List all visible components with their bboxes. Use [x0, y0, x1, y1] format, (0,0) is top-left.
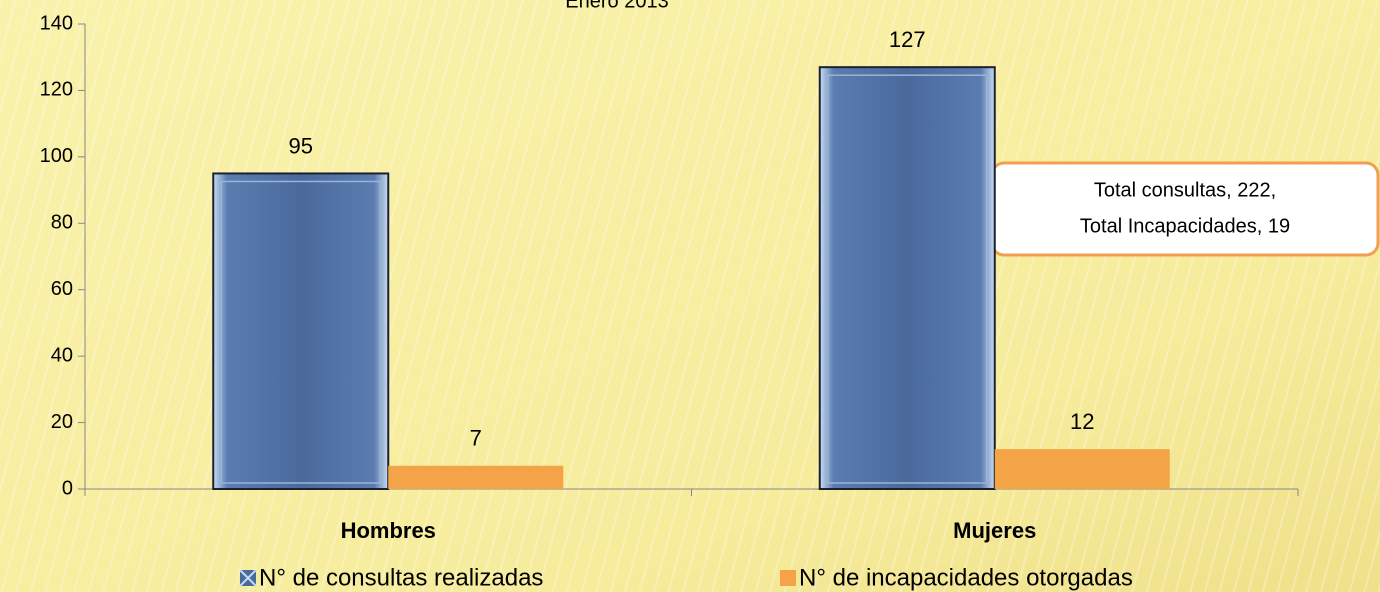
y-tick-label: 120 [40, 79, 73, 101]
annotation-frame [990, 161, 1380, 257]
annotation-text: Total consultas, 222, [1094, 179, 1276, 201]
legend-swatch [780, 570, 796, 586]
y-tick-label: 60 [51, 278, 73, 300]
y-tick-label: 40 [51, 344, 73, 366]
bar [388, 465, 564, 489]
annotation-box [990, 161, 1380, 257]
annotation-text: Total Incapacidades, 19 [1080, 215, 1290, 237]
y-tick-label: 100 [40, 145, 73, 167]
x-tick-label: Mujeres [953, 518, 1036, 543]
bar [994, 449, 1170, 489]
y-tick-label: 80 [51, 212, 73, 234]
data-label: 127 [889, 27, 926, 52]
x-tick-label: Hombres [341, 518, 436, 543]
legend-label: N° de consultas realizadas [259, 564, 543, 591]
y-tick-label: 140 [40, 12, 73, 34]
bar [818, 66, 996, 491]
legend-label: N° de incapacidades otorgadas [799, 564, 1133, 591]
bar [212, 172, 390, 490]
data-label: 95 [289, 133, 313, 158]
bar-bevel [220, 180, 381, 484]
legend-swatch-detail [239, 569, 257, 587]
y-tick-label: 20 [51, 411, 73, 433]
bar-bevel [827, 74, 988, 484]
data-label: 12 [1070, 409, 1094, 434]
chart-title: Enero 2013 [565, 0, 668, 12]
y-tick-label: 0 [62, 477, 73, 499]
data-label: 7 [470, 426, 482, 451]
